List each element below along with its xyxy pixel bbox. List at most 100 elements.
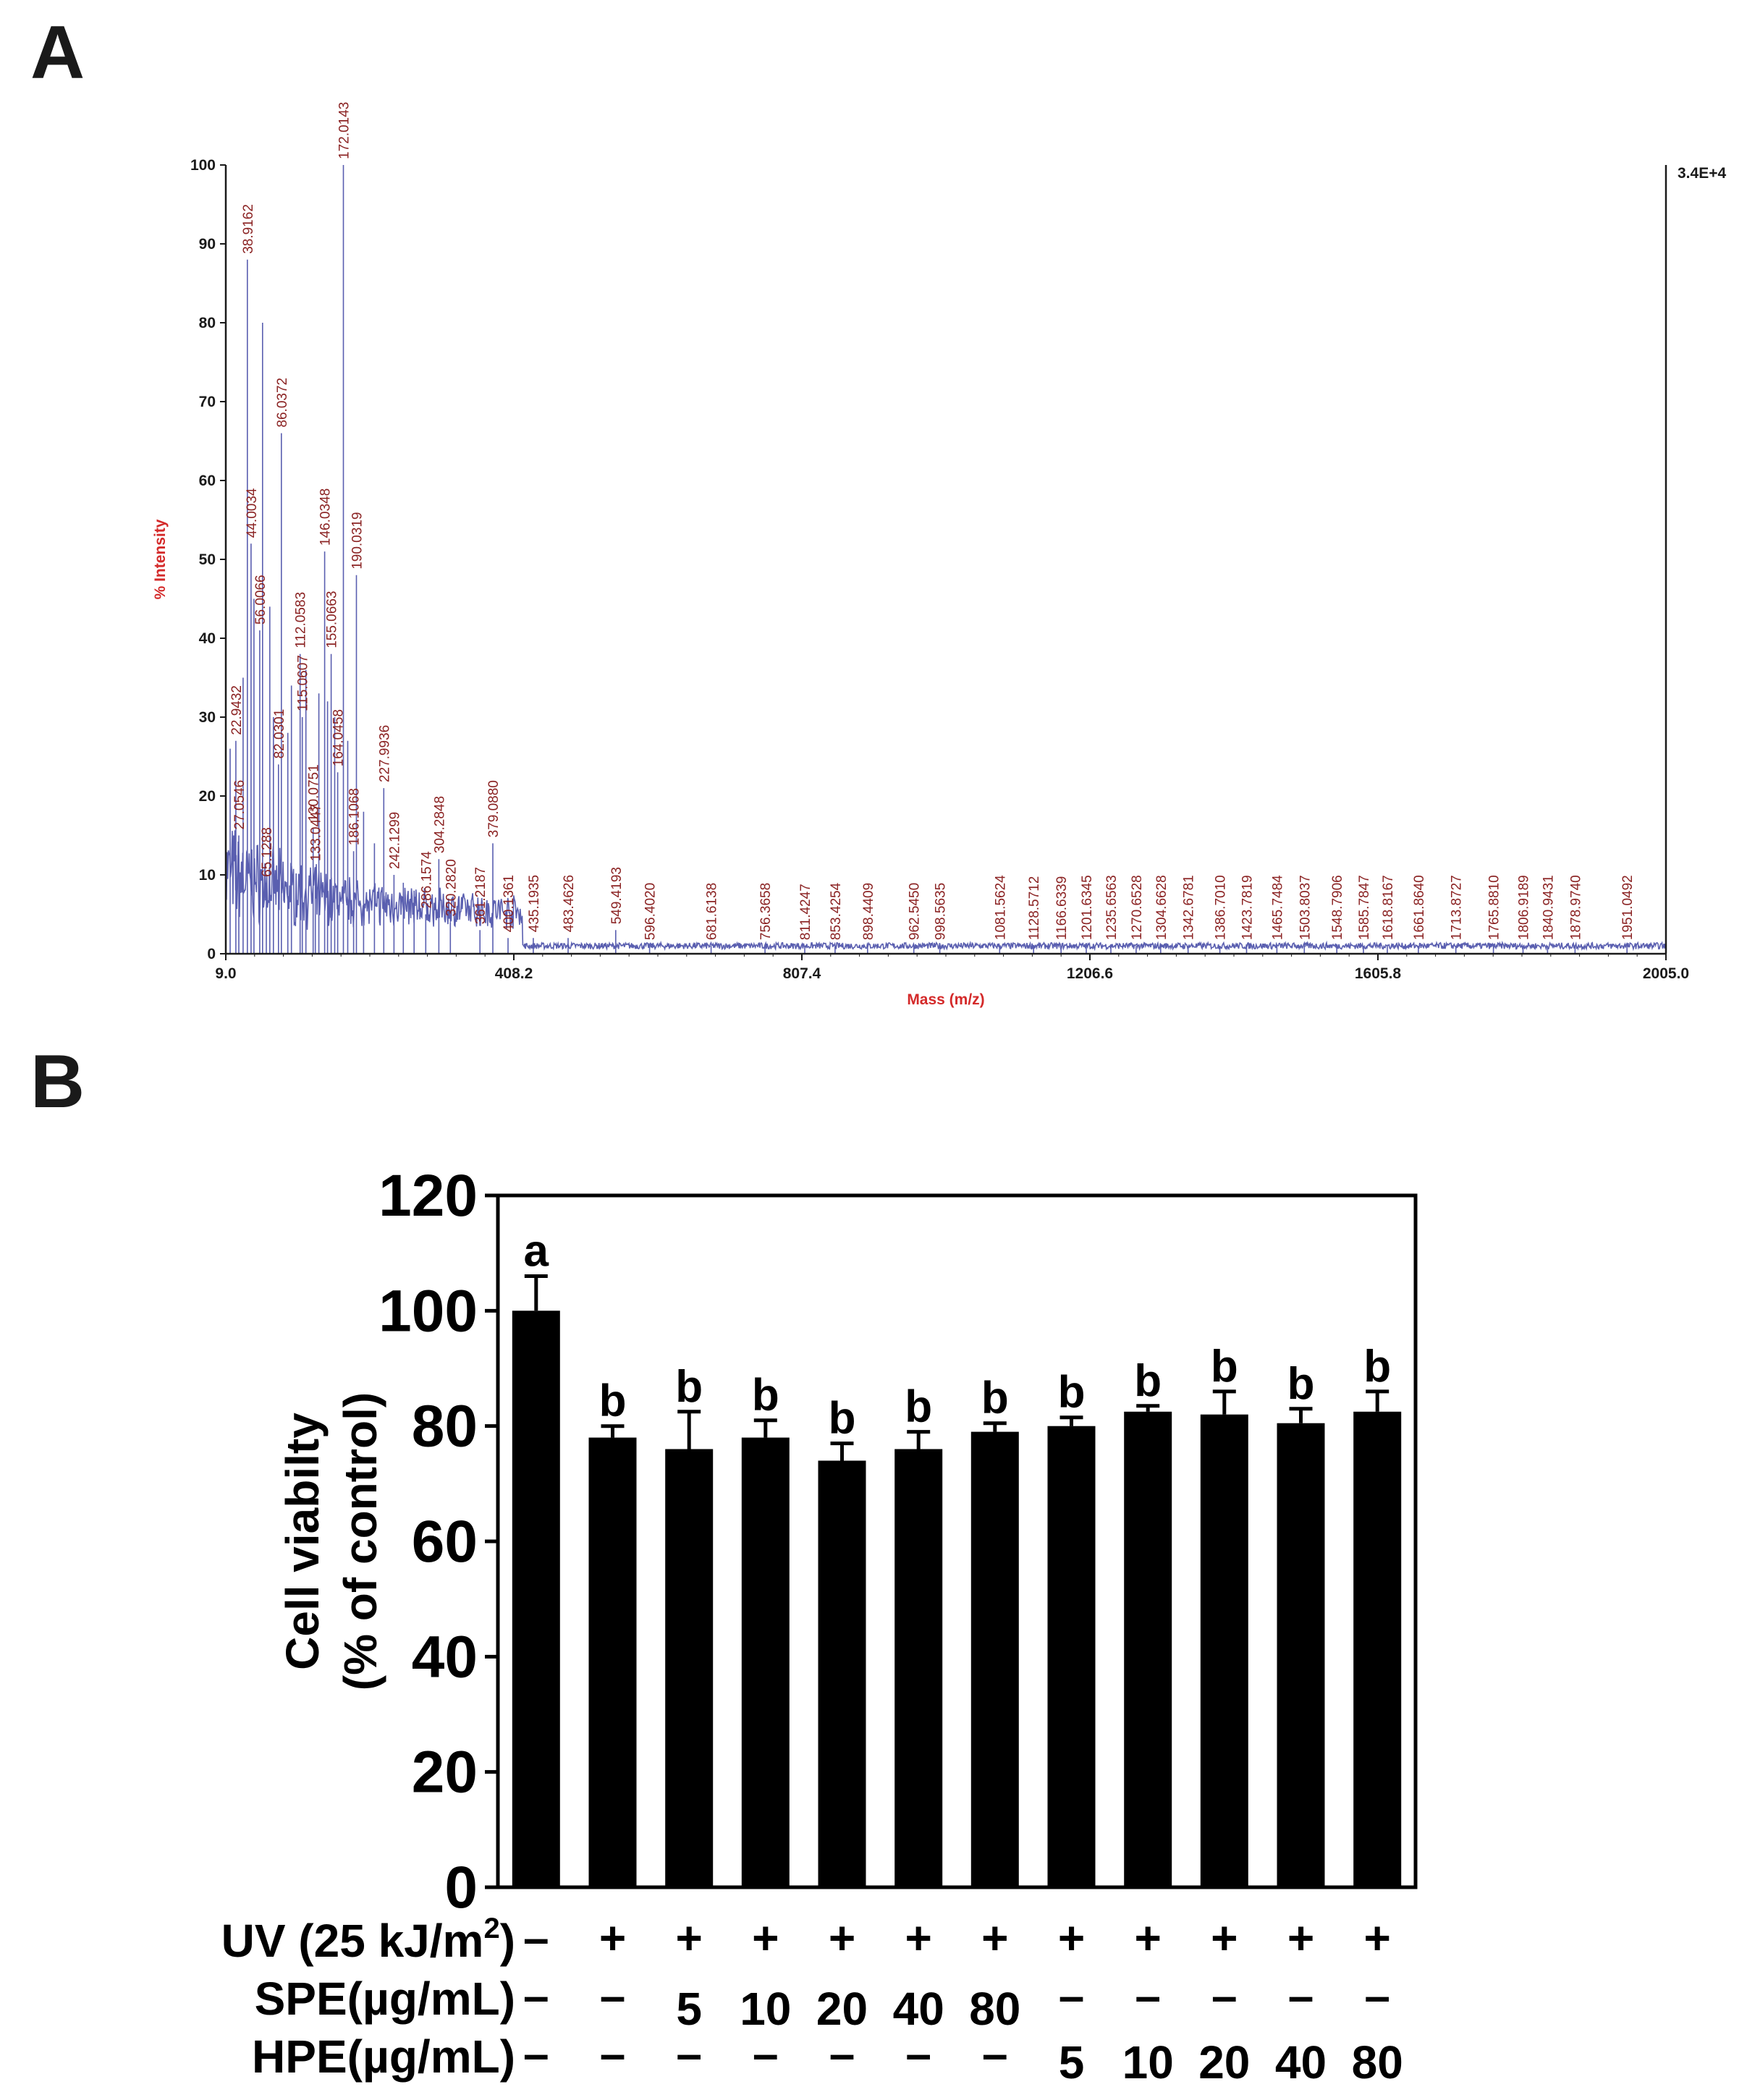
spe-condition-cell: –	[1364, 1970, 1390, 2022]
peak-label: 304.2848	[432, 796, 447, 853]
peak-label: 1081.5624	[993, 875, 1008, 940]
significance-letter: b	[1363, 1342, 1391, 1392]
uv-condition-cell: +	[981, 1912, 1008, 1964]
peak-label: 853.4254	[829, 882, 844, 940]
a-y-tick-label: 100	[190, 157, 216, 174]
significance-letter: a	[524, 1227, 549, 1276]
uv-condition-cell: +	[752, 1912, 779, 1964]
peak-label: 1503.8037	[1298, 875, 1313, 940]
significance-letter: b	[829, 1394, 856, 1444]
a-y-tick-label: 0	[207, 946, 216, 962]
significance-letter: b	[1287, 1359, 1315, 1409]
a-y-axis-title: % Intensity	[152, 519, 169, 599]
peak-label: 1342.6781	[1182, 875, 1197, 940]
uv-row-label: UV (25 kJ/m2)	[221, 1913, 515, 1967]
peak-label: 1201.6345	[1080, 875, 1095, 940]
hpe-condition-cell: –	[905, 2028, 931, 2080]
hpe-condition-cell: –	[753, 2028, 779, 2080]
significance-letter: b	[599, 1376, 627, 1426]
peak-label: 1951.0492	[1620, 875, 1636, 940]
peak-label: 1765.8810	[1487, 875, 1502, 940]
a-y-tick-label: 40	[199, 630, 216, 647]
spe-condition-cell: –	[1211, 1970, 1238, 2022]
peak-label: 146.0348	[318, 488, 334, 546]
a-x-tick-label: 408.2	[495, 965, 533, 982]
bar	[818, 1460, 866, 1887]
peak-label: 130.0751	[307, 764, 322, 821]
peak-label: 164.0458	[331, 709, 347, 766]
uv-condition-cell: +	[676, 1912, 703, 1964]
panel-a-label: A	[30, 11, 85, 95]
bar	[588, 1437, 637, 1887]
a-x-tick-label: 2005.0	[1643, 965, 1689, 982]
uv-label-text: UV (25 kJ/m	[221, 1915, 484, 1967]
panel-b-label: B	[30, 1040, 85, 1124]
hpe-row-label: HPE(µg/mL)	[252, 2031, 515, 2083]
peak-label: 898.4409	[861, 883, 876, 940]
bar	[741, 1437, 790, 1887]
peak-label: 44.0034	[245, 488, 260, 538]
bar	[894, 1449, 943, 1887]
hpe-condition-cell: 80	[1352, 2036, 1403, 2088]
b-y-tick-label: 60	[412, 1509, 478, 1575]
a-y-tick-label: 80	[199, 315, 216, 331]
a-y-tick-label: 90	[199, 236, 216, 253]
hpe-condition-cell: –	[523, 2028, 549, 2080]
peak-label: 172.0143	[337, 102, 352, 159]
uv-condition-cell: +	[1211, 1912, 1238, 1964]
significance-letter: b	[675, 1362, 703, 1412]
hpe-condition-cell: –	[676, 2028, 702, 2080]
peak-label: 379.0880	[486, 780, 502, 837]
peak-label: 320.2820	[444, 859, 459, 916]
a-y-tick-label: 70	[199, 394, 216, 410]
peak-label: 1661.8640	[1412, 875, 1427, 940]
significance-letter: b	[1211, 1342, 1238, 1392]
peak-label: 242.1299	[387, 812, 402, 869]
a-y-tick-label: 20	[199, 788, 216, 805]
peak-label: 1465.7484	[1270, 875, 1285, 940]
hpe-condition-cell: –	[600, 2028, 626, 2080]
peak-label: 1304.6628	[1154, 875, 1169, 940]
uv-condition-cell: –	[523, 1912, 549, 1964]
uv-condition-cell: +	[829, 1912, 855, 1964]
peak-label: 1806.9189	[1517, 875, 1532, 940]
uv-condition-cell: +	[599, 1912, 626, 1964]
bar	[1047, 1426, 1096, 1887]
uv-condition-cell: +	[1058, 1912, 1085, 1964]
b-y-tick-label: 100	[378, 1278, 478, 1344]
max-intensity-label: 3.4E+4	[1678, 165, 1726, 182]
uv-condition-cell: +	[1364, 1912, 1391, 1964]
peak-label: 756.3658	[758, 883, 774, 940]
spe-condition-cell: 40	[893, 1983, 944, 2035]
peak-label: 400.1361	[502, 875, 517, 932]
bar	[1200, 1414, 1248, 1887]
hpe-condition-cell: 10	[1122, 2036, 1174, 2088]
mass-spectrum-chart: 27.0546 22.9432 38.9162 44.0034 56.0066 65.12…	[152, 102, 1726, 1008]
peak-label: 1548.7906	[1330, 875, 1345, 940]
uv-label-close: )	[500, 1915, 515, 1967]
b-y-tick-label: 0	[444, 1855, 478, 1921]
peak-label: 286.1574	[419, 851, 434, 909]
b-y-tick-label: 40	[412, 1624, 478, 1690]
bar	[970, 1431, 1019, 1887]
spe-condition-cell: –	[1059, 1970, 1085, 2022]
peak-label: 38.9162	[241, 204, 256, 254]
significance-letter: b	[905, 1382, 932, 1432]
significance-letter: b	[752, 1371, 779, 1421]
b-y-tick-label: 20	[412, 1740, 478, 1805]
peak-label: 435.1935	[527, 875, 542, 932]
peak-label: 1128.5712	[1027, 876, 1042, 940]
significance-letter: b	[981, 1373, 1009, 1423]
spe-condition-cell: –	[1288, 1970, 1314, 2022]
bar	[1353, 1411, 1402, 1888]
peak-label: 65.1288	[260, 827, 275, 877]
a-y-tick-label: 10	[199, 867, 216, 884]
peak-label: 1423.7819	[1240, 875, 1256, 940]
peak-label: 1618.8167	[1381, 875, 1396, 940]
hpe-condition-cell: 40	[1275, 2036, 1327, 2088]
spe-condition-cell: –	[600, 1970, 626, 2022]
spe-condition-cell: –	[1135, 1970, 1161, 2022]
b-y-tick-label: 80	[412, 1394, 478, 1460]
spe-condition-cell: 20	[816, 1983, 868, 2035]
a-x-tick-label: 807.4	[783, 965, 821, 982]
